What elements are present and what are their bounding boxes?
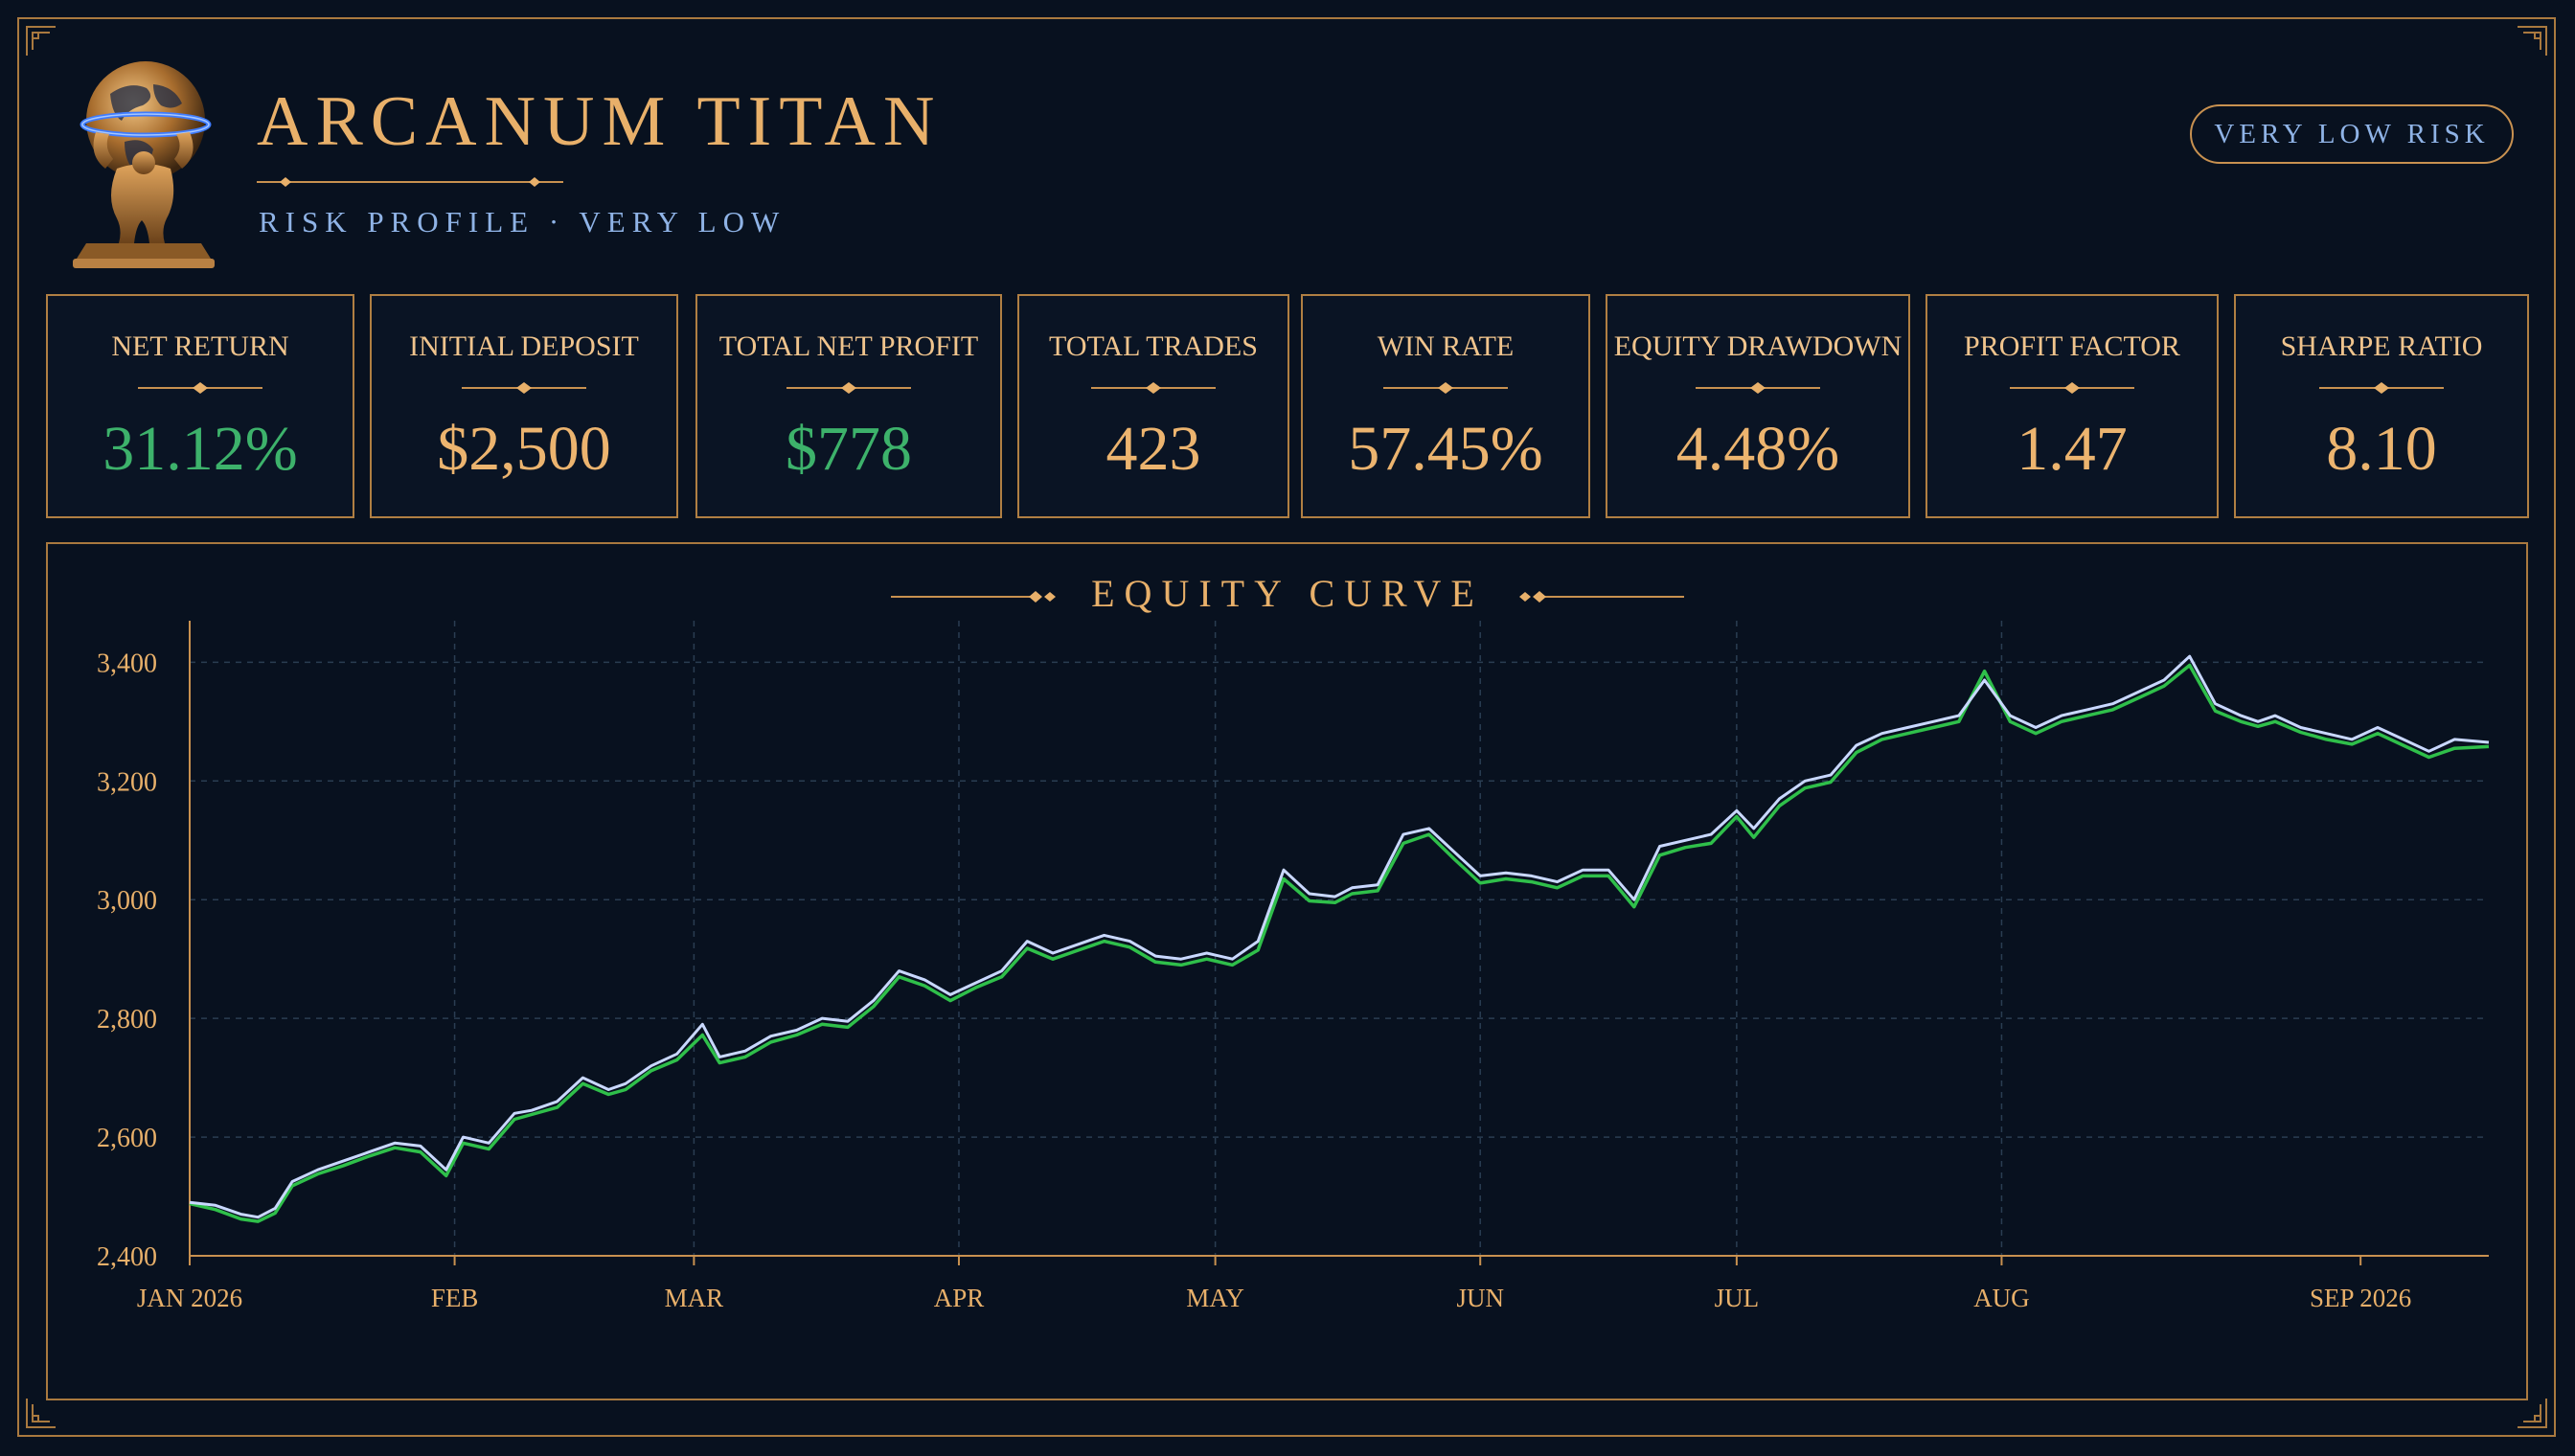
stat-divider	[138, 382, 262, 394]
stat-divider	[1091, 382, 1216, 394]
stat-card-total-trades: TOTAL TRADES 423	[1017, 294, 1289, 518]
stat-label: WIN RATE	[1377, 330, 1515, 362]
corner-ornament	[2516, 25, 2548, 57]
stat-divider	[1383, 382, 1508, 394]
stat-value: 31.12%	[103, 414, 298, 484]
stat-label: EQUITY DRAWDOWN	[1613, 330, 1903, 362]
chart-title-ornament-left	[891, 591, 1056, 603]
stat-card-equity-drawdown: EQUITY DRAWDOWN 4.48%	[1606, 294, 1910, 518]
stat-label: TOTAL NET PROFIT	[718, 330, 979, 362]
page-title: ARCANUM TITAN	[257, 82, 943, 161]
stat-value: $2,500	[437, 414, 611, 484]
corner-ornament	[2516, 1397, 2548, 1429]
stat-label: NET RETURN	[111, 330, 289, 362]
chart-title-ornament-right	[1519, 591, 1684, 603]
stat-label: TOTAL TRADES	[1049, 330, 1258, 362]
stat-divider	[2319, 382, 2444, 394]
risk-badge: VERY LOW RISK	[2190, 104, 2514, 164]
stat-card-win-rate: WIN RATE 57.45%	[1301, 294, 1590, 518]
stat-value: $778	[786, 414, 912, 484]
stat-card-sharpe-ratio: SHARPE RATIO 8.10	[2234, 294, 2529, 518]
title-ornament	[257, 177, 563, 187]
stat-value: 4.48%	[1675, 414, 1840, 484]
stat-divider	[2010, 382, 2134, 394]
risk-profile-subtitle: RISK PROFILE · VERY LOW	[259, 205, 786, 239]
stat-card-initial-deposit: INITIAL DEPOSIT $2,500	[370, 294, 678, 518]
atlas-globe-icon	[57, 56, 220, 276]
stat-label: SHARPE RATIO	[2280, 330, 2483, 362]
stat-value: 8.10	[2326, 414, 2437, 484]
stat-label: PROFIT FACTOR	[1964, 330, 2180, 362]
equity-chart-panel	[46, 542, 2528, 1400]
chart-title: EQUITY CURVE	[1091, 572, 1484, 615]
stat-card-total-net-profit: TOTAL NET PROFIT $778	[695, 294, 1002, 518]
stat-card-net-return: NET RETURN 31.12%	[46, 294, 354, 518]
stat-value: 57.45%	[1348, 414, 1543, 484]
stat-value: 1.47	[2017, 414, 2128, 484]
stat-value: 423	[1105, 414, 1201, 484]
dashboard-frame	[17, 17, 2556, 1437]
stat-divider	[462, 382, 586, 394]
stat-card-profit-factor: PROFIT FACTOR 1.47	[1926, 294, 2219, 518]
stat-divider	[786, 382, 911, 394]
corner-ornament	[25, 25, 57, 57]
stat-label: INITIAL DEPOSIT	[409, 330, 639, 362]
corner-ornament	[25, 1397, 57, 1429]
stat-divider	[1696, 382, 1820, 394]
